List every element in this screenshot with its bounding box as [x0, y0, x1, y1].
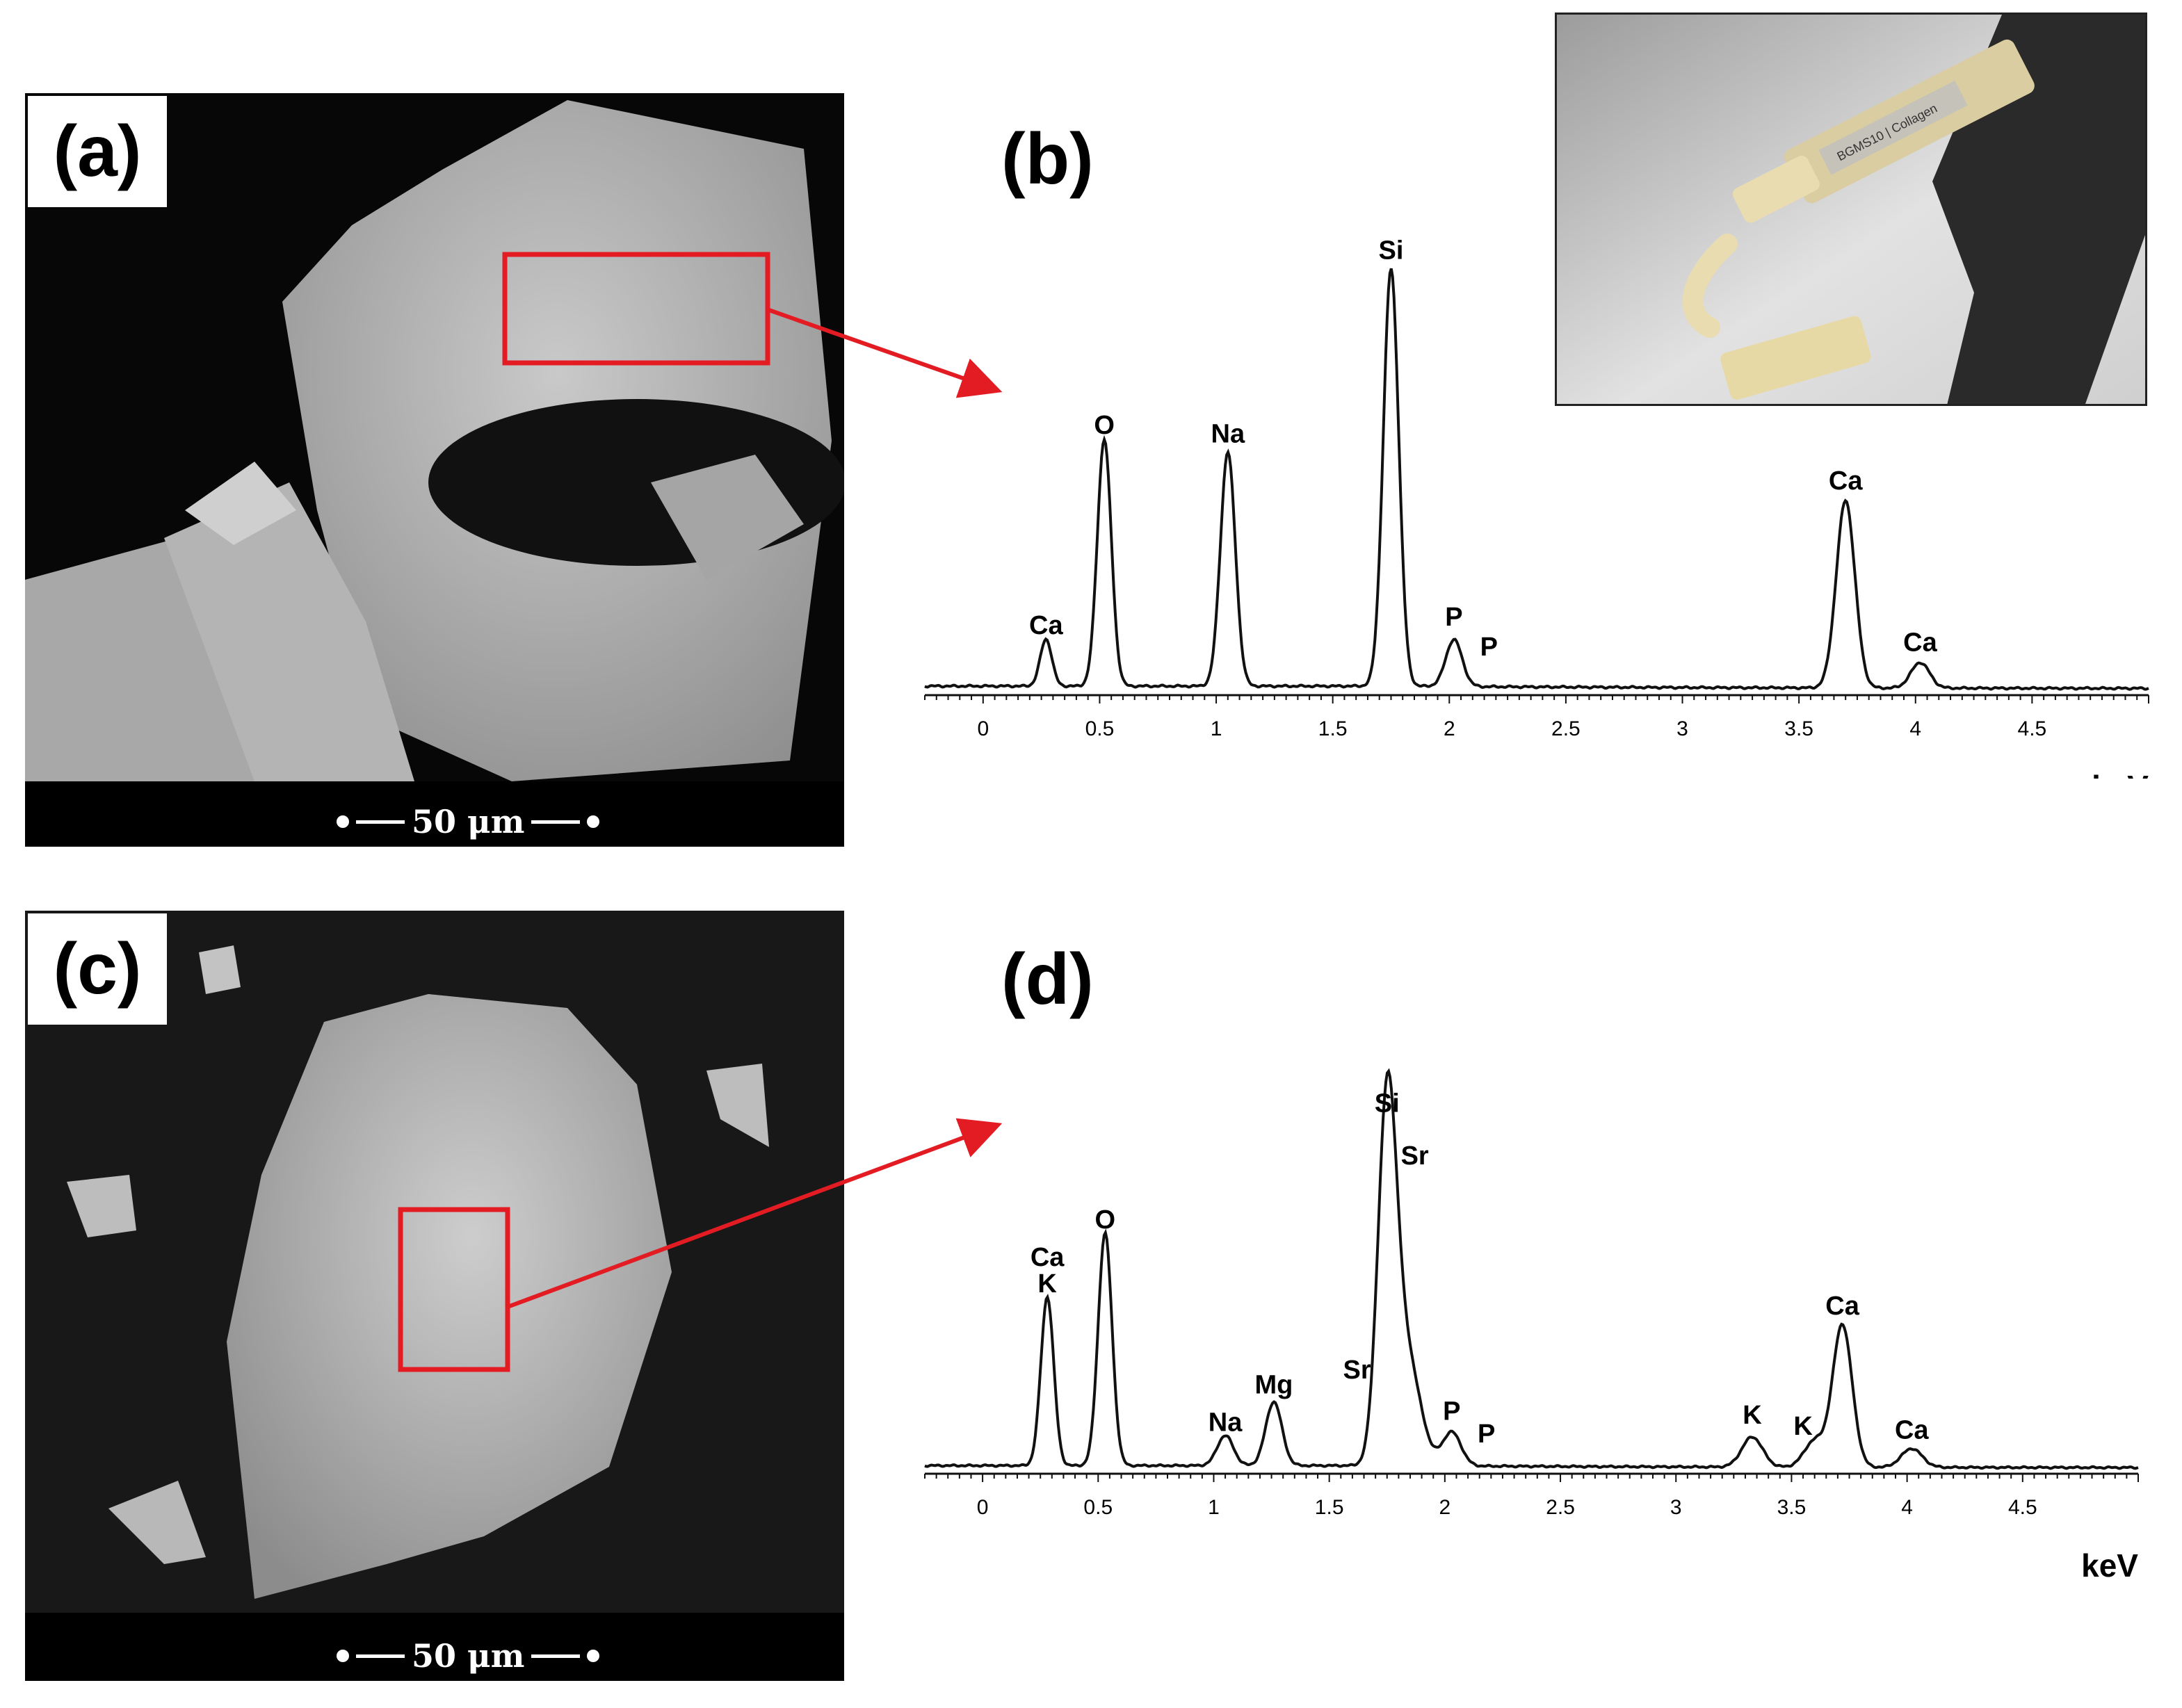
eds-spectrum-b: 0 0.5 1 1.5 2 2.5 3 3.5 4 4.5 Ca O Na Si PP Ca Ca keV — [924, 236, 2149, 779]
sem-grain-c — [25, 945, 844, 1681]
scalebar-dot-left — [337, 815, 349, 828]
highlight-box-a — [502, 252, 770, 366]
scalebar-dot-right-c — [587, 1650, 600, 1662]
highlight-box-c — [398, 1207, 510, 1372]
peak-label: Ca — [1031, 1243, 1065, 1272]
sem-image-a — [25, 93, 846, 847]
scalebar-line-right-c — [531, 1654, 581, 1658]
scalebar-c: 50 μm — [337, 1637, 600, 1675]
scalebar-dot-right — [587, 815, 600, 828]
syringe-photo-graphic: BGMS10 | Collagen — [1557, 15, 2145, 404]
x-tick-label: 4 — [1909, 717, 1921, 740]
peak-label: K — [1793, 1412, 1813, 1441]
scalebar-text-a: 50 μm — [412, 803, 525, 840]
peak-label: Sr — [1401, 1141, 1429, 1171]
x-tick-label: 0.5 — [1083, 1496, 1113, 1519]
sem-grain-main-c — [227, 994, 672, 1599]
peak-label: Sr — [1343, 1356, 1371, 1385]
x-tick-label: 3 — [1676, 717, 1688, 740]
peak-label: Si — [1379, 236, 1404, 266]
sem-grain-a — [25, 100, 846, 847]
panel-label-d: (d) — [1001, 939, 1094, 1020]
x-axis-label-d: keV — [2081, 1547, 2138, 1584]
sem-image-c — [25, 911, 844, 1681]
spectrum-line-b — [924, 268, 2149, 691]
peak-label: Ca — [1825, 1292, 1859, 1321]
sem-fragment-c4 — [108, 1481, 206, 1564]
x-tick-label: 4.5 — [2018, 717, 2047, 740]
scalebar-text-c: 50 μm — [412, 1637, 525, 1675]
scalebar-dot-left-c — [337, 1650, 349, 1662]
scalebar-a: 50 μm — [337, 803, 600, 840]
x-tick-label: 1 — [1211, 717, 1222, 740]
x-axis-label-b: keV — [2092, 769, 2149, 779]
sem-grain-fragment-2 — [164, 482, 414, 781]
syringe-barrel-bottom — [1720, 316, 1871, 400]
syringe-photo: BGMS10 | Collagen — [1555, 13, 2147, 406]
sem-fragment-c1 — [706, 1064, 769, 1147]
scalebar-line-left — [356, 820, 405, 824]
peak-label: O — [1094, 411, 1115, 440]
x-tick-label: 0.5 — [1085, 717, 1115, 740]
sem-scalebar-strip — [25, 781, 844, 847]
sem-fragment-c3 — [199, 945, 241, 994]
x-tick-label: 0 — [977, 1496, 989, 1519]
x-tick-label: 0 — [977, 717, 989, 740]
scalebar-line-left-c — [356, 1654, 405, 1658]
x-tick-label: 1.5 — [1315, 1496, 1344, 1519]
panel-label-c: (c) — [28, 913, 167, 1025]
panel-label-a: (a) — [28, 96, 167, 207]
x-tick-label: 2 — [1444, 717, 1455, 740]
arrow-c-to-d — [506, 1118, 1003, 1309]
sem-grain-fragment-4 — [651, 455, 804, 580]
spectrum-line-d — [924, 1068, 2139, 1470]
peak-label: Na — [1211, 419, 1245, 448]
gel-stream — [1682, 234, 1738, 338]
peak-label: O — [1094, 1205, 1115, 1235]
peak-label: P — [1480, 633, 1498, 662]
peak-label: Ca — [1029, 611, 1063, 640]
sem-grain-fragment-3 — [185, 462, 296, 545]
peak-label: P — [1445, 603, 1462, 632]
x-tick-label: 1 — [1208, 1496, 1220, 1519]
peak-label: P — [1443, 1397, 1460, 1426]
peak-label: Mg — [1254, 1371, 1293, 1400]
x-tick-label: 2 — [1439, 1496, 1451, 1519]
peak-label: Ca — [1829, 466, 1863, 496]
x-tick-label: 4 — [1901, 1496, 1913, 1519]
peak-label: K — [1743, 1401, 1762, 1430]
peak-label: K — [1037, 1269, 1057, 1299]
peak-label: Na — [1209, 1408, 1243, 1438]
peak-label: P — [1478, 1420, 1495, 1449]
scalebar-line-right — [531, 820, 581, 824]
x-tick-label: 2.5 — [1551, 717, 1581, 740]
peak-label: Si — [1375, 1089, 1400, 1119]
sem-scalebar-strip-c — [25, 1613, 844, 1681]
arrow-a-to-b — [768, 308, 1003, 398]
x-tick-label: 4.5 — [2008, 1496, 2037, 1519]
x-tick-label: 3.5 — [1777, 1496, 1807, 1519]
peak-label: Ca — [1895, 1415, 1929, 1445]
x-tick-label: 3 — [1670, 1496, 1682, 1519]
x-tick-label: 2.5 — [1546, 1496, 1575, 1519]
peak-label: Ca — [1903, 628, 1937, 658]
x-tick-label: 1.5 — [1318, 717, 1348, 740]
sem-fragment-c2 — [67, 1175, 136, 1237]
x-tick-label: 3.5 — [1784, 717, 1813, 740]
panel-label-b: (b) — [1001, 119, 1094, 200]
